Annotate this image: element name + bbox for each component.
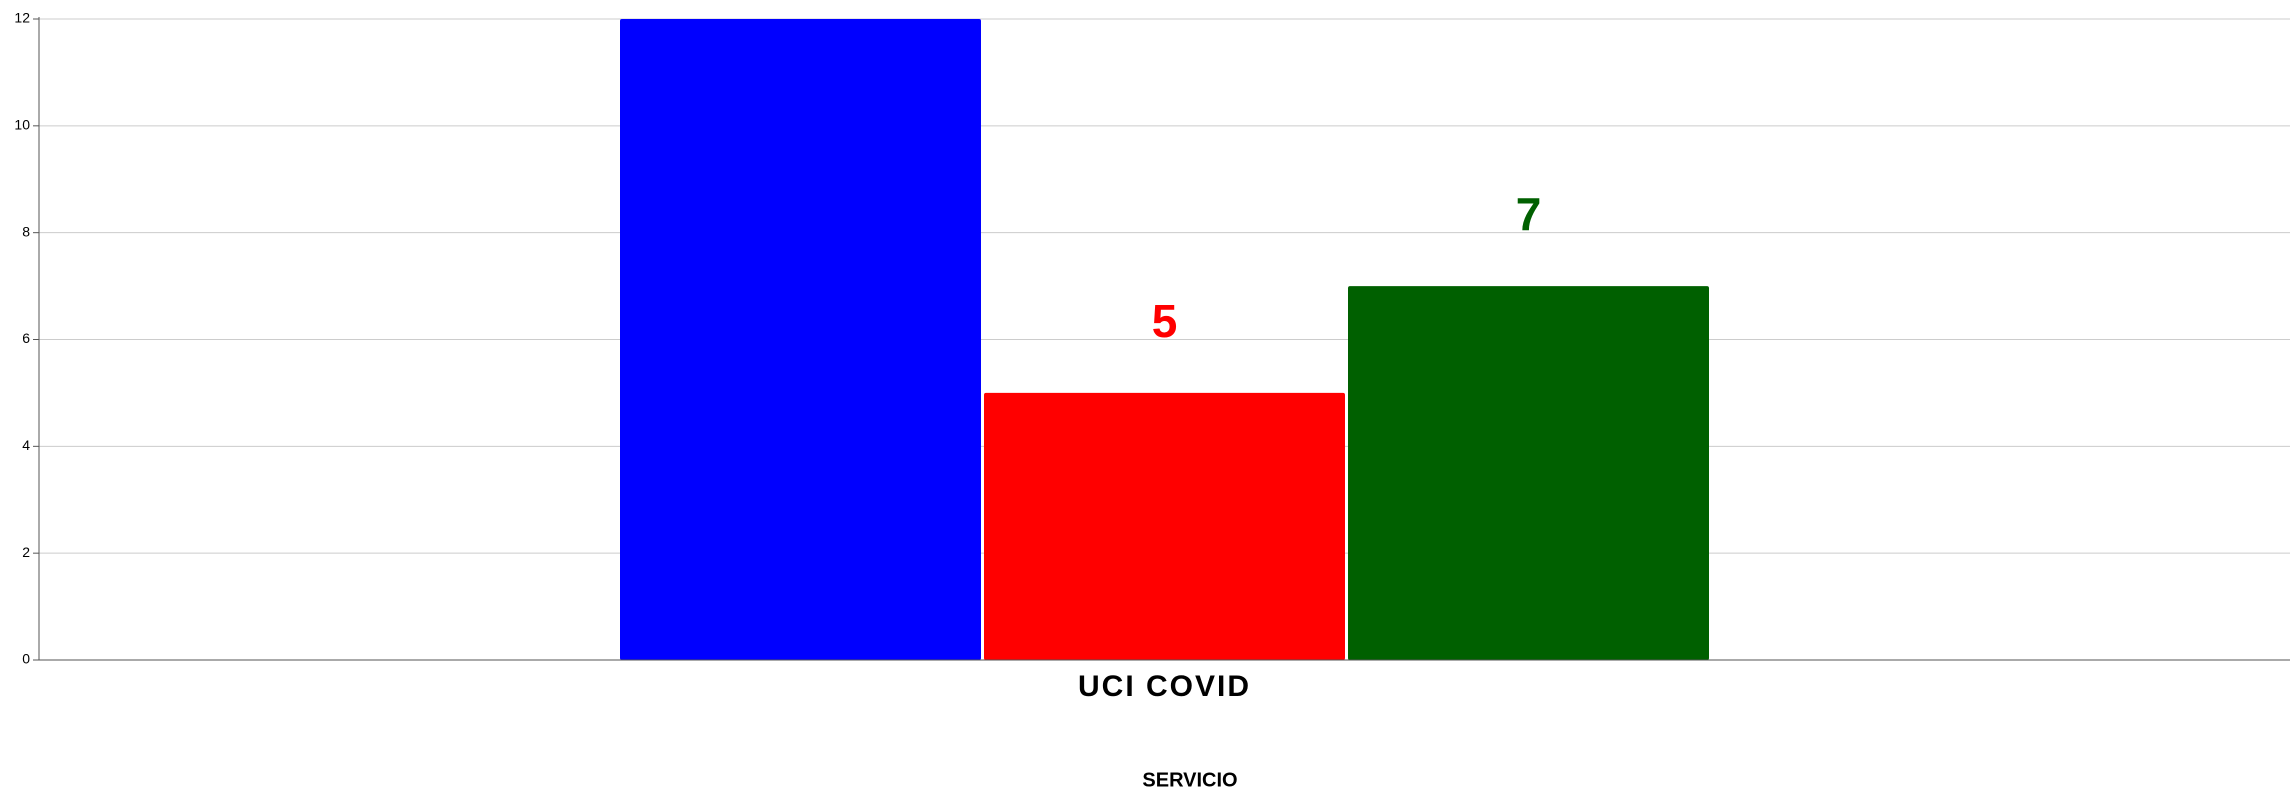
bar — [984, 392, 1345, 660]
y-tick-label: 6 — [22, 330, 30, 346]
y-tick-label: 10 — [14, 117, 30, 133]
data-label: 7 — [1516, 188, 1542, 240]
bar — [620, 19, 981, 660]
y-tick-label: 2 — [22, 544, 30, 560]
x-tick-label: UCI COVID — [1078, 670, 1251, 703]
bar — [1348, 286, 1709, 660]
x-axis-title: SERVICIO — [1142, 769, 1237, 790]
y-tick-label: 0 — [22, 651, 30, 667]
y-tick-label: 12 — [14, 10, 30, 26]
data-label: 5 — [1152, 295, 1178, 347]
y-tick-label: 8 — [22, 223, 30, 239]
y-tick-label: 4 — [22, 437, 30, 453]
